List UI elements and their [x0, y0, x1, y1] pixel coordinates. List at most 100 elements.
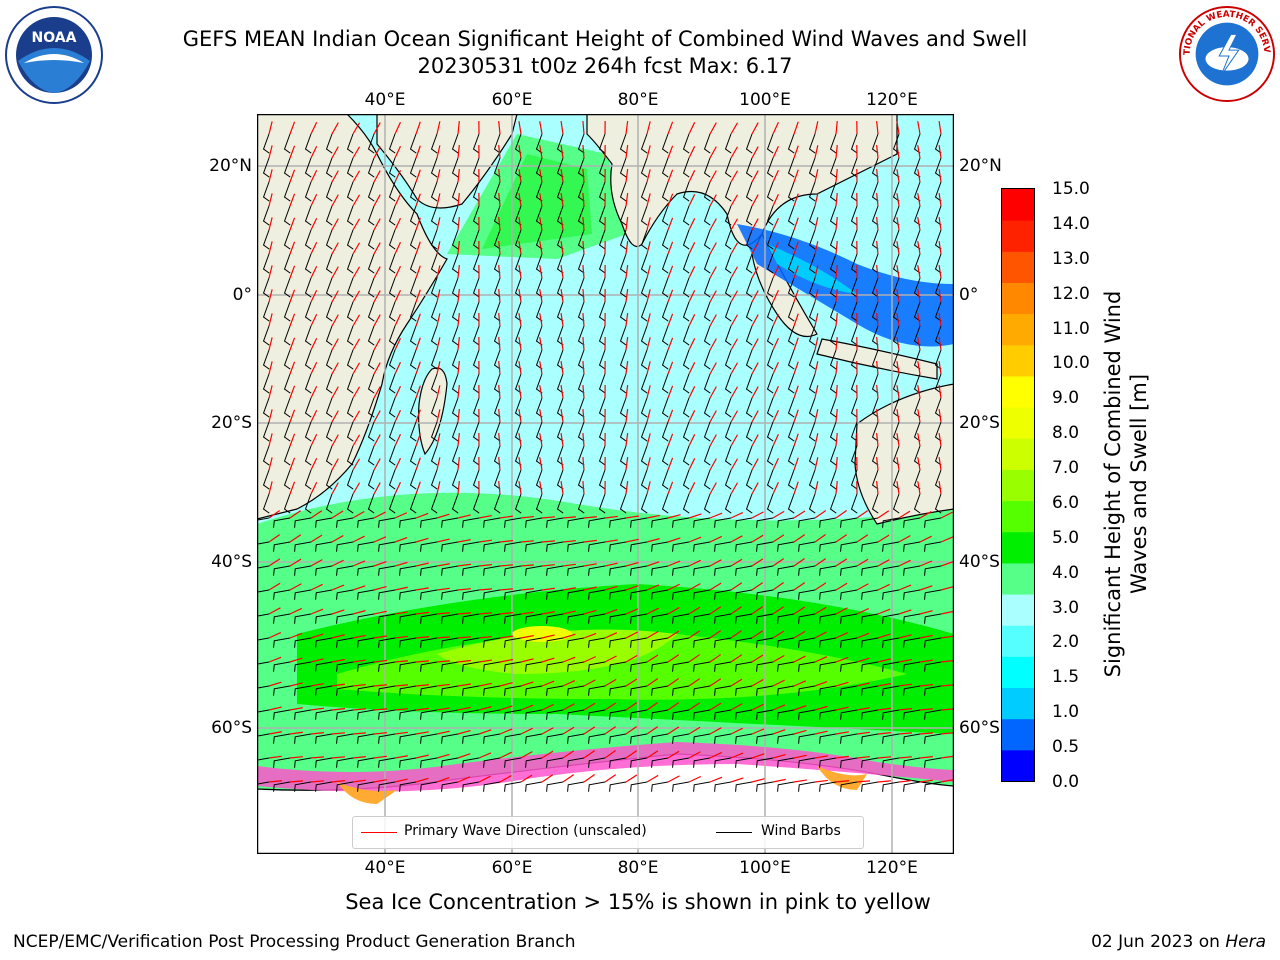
wave-direction-arrow	[876, 481, 879, 495]
wave-direction-arrow	[688, 458, 696, 471]
wind-barb	[357, 613, 375, 624]
wave-direction-arrow	[498, 481, 501, 495]
wave-direction-arrow	[625, 265, 629, 279]
wave-direction-arrow	[814, 265, 819, 279]
wave-direction-arrow	[582, 480, 585, 495]
wind-barb	[577, 445, 585, 466]
wind-barb	[304, 397, 312, 418]
colorbar-tick-label: 1.0	[1052, 702, 1080, 723]
wave-direction-arrow	[898, 584, 912, 591]
wave-direction-arrow	[310, 146, 318, 159]
wind-barb	[577, 469, 585, 490]
wave-direction-arrow	[457, 514, 471, 519]
wind-barb	[682, 349, 690, 370]
wind-barb	[892, 349, 900, 370]
wave-direction-arrow	[751, 266, 759, 279]
wave-direction-arrow	[436, 193, 441, 207]
wind-barb	[493, 421, 501, 442]
wind-barb	[840, 685, 858, 696]
wind-barb	[609, 757, 627, 768]
wave-direction-arrow	[518, 121, 522, 135]
wave-direction-arrow	[436, 241, 441, 255]
wave-direction-arrow	[310, 658, 324, 663]
wind-barb	[598, 181, 606, 202]
wave-direction-arrow	[730, 338, 739, 351]
wave-direction-arrow	[646, 702, 658, 711]
wave-direction-arrow	[394, 684, 409, 687]
wave-direction-arrow	[562, 656, 576, 663]
wind-barb	[399, 589, 417, 600]
wind-barb	[525, 589, 543, 600]
wind-barb	[777, 709, 795, 720]
wind-barb	[430, 301, 438, 322]
wind-barb	[441, 733, 459, 744]
wave-direction-arrow	[478, 515, 492, 519]
wave-direction-arrow	[917, 433, 921, 447]
wave-direction-arrow	[896, 121, 900, 135]
wave-direction-arrow	[518, 193, 522, 207]
wind-barb	[325, 397, 333, 418]
wave-direction-arrow	[877, 608, 891, 615]
wave-direction-arrow	[373, 122, 381, 135]
wind-barb	[504, 637, 522, 648]
wind-barb	[493, 205, 501, 226]
wind-barb	[399, 757, 417, 768]
colorbar-segment	[1002, 438, 1034, 470]
wind-barb	[819, 757, 837, 768]
wind-barb	[640, 493, 648, 514]
wave-direction-arrow	[310, 756, 325, 759]
wind-barb	[514, 469, 522, 490]
wind-barb	[409, 301, 417, 322]
wind-barb	[577, 397, 585, 418]
wave-direction-arrow	[436, 513, 450, 519]
wind-barb	[871, 397, 879, 418]
wave-direction-arrow	[436, 313, 441, 327]
wind-barb	[703, 493, 711, 514]
wind-barb	[871, 349, 879, 370]
wind-barb	[283, 133, 291, 154]
wind-barb	[829, 229, 837, 250]
wave-direction-arrow	[772, 313, 779, 327]
wind-barb	[430, 349, 438, 370]
wave-direction-arrow	[876, 145, 879, 159]
lat-label-right: 20°N	[959, 156, 1002, 176]
wave-direction-arrow	[688, 482, 696, 495]
wind-barb	[724, 301, 732, 322]
wave-direction-arrow	[667, 145, 674, 159]
wave-direction-arrow	[583, 774, 595, 783]
wind-barb	[798, 661, 816, 672]
wind-barb	[283, 277, 291, 298]
wind-barb	[420, 733, 438, 744]
wave-direction-arrow	[896, 433, 900, 447]
wind-barb	[840, 541, 858, 552]
wave-direction-arrow	[938, 361, 942, 375]
wave-direction-arrow	[415, 457, 421, 471]
wind-barb	[598, 133, 606, 154]
wave-direction-arrow	[709, 535, 723, 543]
wind-barb	[357, 781, 375, 792]
wave-direction-arrow	[835, 534, 848, 543]
wave-direction-arrow	[940, 659, 954, 663]
wave-direction-arrow	[582, 216, 585, 231]
wave-direction-arrow	[667, 193, 674, 207]
wave-direction-arrow	[772, 265, 779, 279]
wind-barb	[798, 781, 816, 792]
wind-barb	[619, 253, 627, 274]
wave-direction-arrow	[646, 481, 651, 495]
wave-direction-arrow	[646, 265, 651, 279]
wave-direction-arrow	[331, 559, 344, 567]
wave-direction-arrow	[751, 482, 759, 495]
wind-barb	[472, 349, 480, 370]
wind-barb	[766, 445, 774, 466]
wind-barb	[525, 685, 543, 696]
wind-barb	[483, 709, 501, 720]
wind-barb	[504, 541, 522, 552]
wave-direction-arrow	[793, 313, 799, 327]
wind-barb	[840, 781, 858, 792]
wave-direction-arrow	[835, 241, 838, 255]
wind-barb	[745, 205, 753, 226]
wind-barb	[934, 133, 942, 154]
wave-direction-arrow	[688, 678, 701, 687]
colorbar-segment	[1002, 625, 1034, 657]
wave-direction-arrow	[415, 433, 421, 447]
